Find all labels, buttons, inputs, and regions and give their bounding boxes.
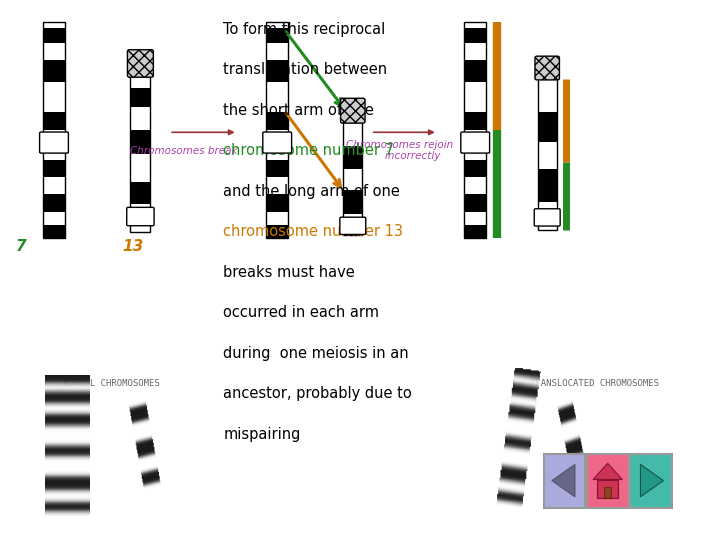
FancyBboxPatch shape xyxy=(461,132,490,153)
Bar xyxy=(266,225,288,238)
Text: the short arm of one: the short arm of one xyxy=(223,103,374,118)
Bar xyxy=(538,78,557,230)
Polygon shape xyxy=(641,464,663,497)
Bar xyxy=(43,28,65,43)
Bar xyxy=(266,112,288,130)
FancyBboxPatch shape xyxy=(535,56,559,80)
Text: Chromosomes rejoin
        incorrectly: Chromosomes rejoin incorrectly xyxy=(346,140,453,161)
FancyBboxPatch shape xyxy=(263,132,292,153)
Text: 7: 7 xyxy=(16,239,27,254)
Text: Chromosomes break: Chromosomes break xyxy=(130,146,238,156)
Bar xyxy=(464,194,486,212)
Bar xyxy=(343,122,362,235)
Bar xyxy=(43,60,65,82)
Bar xyxy=(43,160,65,177)
Text: TRANSLOCATED CHROMOSOMES: TRANSLOCATED CHROMOSOMES xyxy=(529,379,659,388)
Bar xyxy=(538,169,557,202)
Text: ancestor, probably due to: ancestor, probably due to xyxy=(223,386,412,401)
Bar xyxy=(544,454,585,508)
Bar xyxy=(266,22,288,238)
Bar xyxy=(266,160,288,177)
Bar xyxy=(464,112,486,130)
Bar xyxy=(130,88,150,107)
Text: chromosome number 7: chromosome number 7 xyxy=(223,143,395,158)
Bar xyxy=(597,480,618,498)
FancyBboxPatch shape xyxy=(127,207,154,226)
Bar xyxy=(587,454,629,508)
Bar xyxy=(130,182,150,204)
Text: during  one meiosis in an: during one meiosis in an xyxy=(223,346,409,361)
Text: mispairing: mispairing xyxy=(223,427,300,442)
Bar xyxy=(464,160,486,177)
Bar xyxy=(266,194,288,212)
FancyBboxPatch shape xyxy=(40,132,68,153)
Bar xyxy=(464,28,486,43)
Bar xyxy=(464,225,486,238)
Bar xyxy=(343,190,362,214)
Bar xyxy=(266,60,288,82)
Text: To form this reciprocal: To form this reciprocal xyxy=(223,22,385,37)
Text: translocation between: translocation between xyxy=(223,62,387,77)
Bar xyxy=(538,112,557,142)
Bar xyxy=(464,22,486,238)
Text: chromosome number 13: chromosome number 13 xyxy=(223,224,403,239)
Text: NORMAL CHROMOSOMES: NORMAL CHROMOSOMES xyxy=(63,379,160,388)
Bar xyxy=(604,487,611,498)
Bar xyxy=(43,194,65,212)
Bar xyxy=(266,28,288,43)
Bar xyxy=(130,131,150,154)
Text: breaks must have: breaks must have xyxy=(223,265,355,280)
Bar xyxy=(43,225,65,238)
Text: and the long arm of one: and the long arm of one xyxy=(223,184,400,199)
Text: occurred in each arm: occurred in each arm xyxy=(223,305,379,320)
Bar xyxy=(130,76,150,232)
FancyBboxPatch shape xyxy=(341,98,365,123)
Text: 13: 13 xyxy=(122,239,144,254)
FancyBboxPatch shape xyxy=(127,50,153,77)
Polygon shape xyxy=(593,463,622,480)
Polygon shape xyxy=(552,464,575,497)
Bar xyxy=(343,146,362,169)
Bar xyxy=(43,22,65,238)
FancyBboxPatch shape xyxy=(534,209,560,226)
Bar xyxy=(464,60,486,82)
Bar xyxy=(43,112,65,130)
Bar xyxy=(630,454,672,508)
FancyBboxPatch shape xyxy=(340,217,366,234)
